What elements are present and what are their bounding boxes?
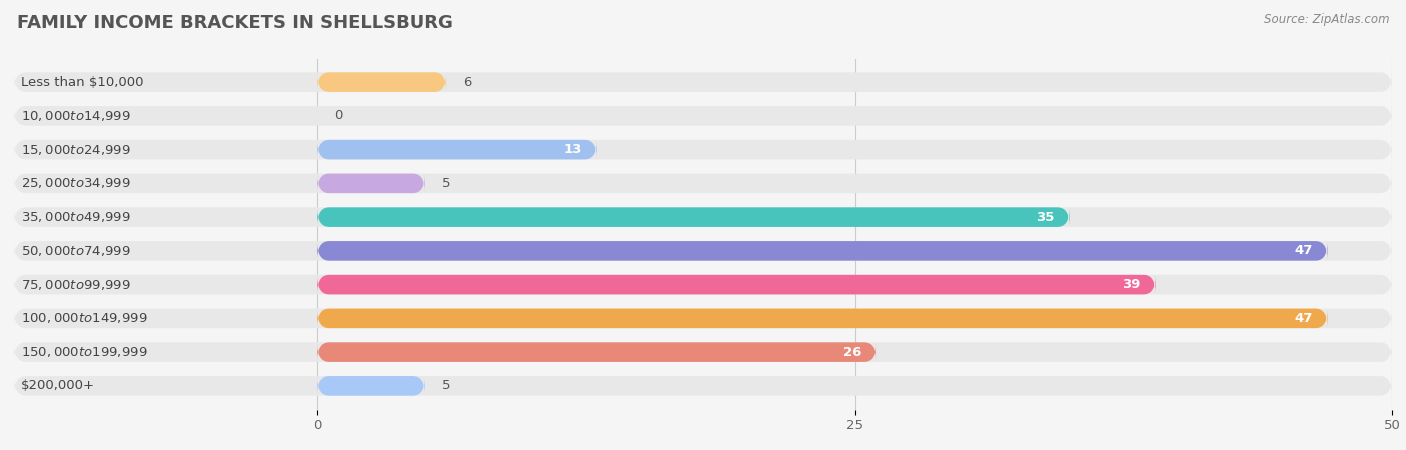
Text: 35: 35 — [1036, 211, 1054, 224]
Text: $75,000 to $99,999: $75,000 to $99,999 — [21, 278, 131, 292]
Text: 6: 6 — [464, 76, 472, 89]
Text: 5: 5 — [441, 177, 450, 190]
Text: 13: 13 — [564, 143, 582, 156]
FancyBboxPatch shape — [318, 275, 1156, 294]
Text: 47: 47 — [1294, 312, 1312, 325]
Text: 0: 0 — [335, 109, 343, 122]
Text: $200,000+: $200,000+ — [21, 379, 94, 392]
Text: 26: 26 — [842, 346, 860, 359]
FancyBboxPatch shape — [14, 241, 1392, 261]
Text: $50,000 to $74,999: $50,000 to $74,999 — [21, 244, 131, 258]
Text: FAMILY INCOME BRACKETS IN SHELLSBURG: FAMILY INCOME BRACKETS IN SHELLSBURG — [17, 14, 453, 32]
FancyBboxPatch shape — [318, 376, 425, 396]
Text: 39: 39 — [1122, 278, 1140, 291]
FancyBboxPatch shape — [318, 174, 425, 193]
Text: 5: 5 — [441, 379, 450, 392]
FancyBboxPatch shape — [14, 106, 1392, 126]
Text: $15,000 to $24,999: $15,000 to $24,999 — [21, 143, 131, 157]
FancyBboxPatch shape — [14, 174, 1392, 193]
FancyBboxPatch shape — [14, 72, 1392, 92]
FancyBboxPatch shape — [14, 140, 1392, 159]
FancyBboxPatch shape — [318, 241, 1327, 261]
Text: $35,000 to $49,999: $35,000 to $49,999 — [21, 210, 131, 224]
FancyBboxPatch shape — [14, 207, 1392, 227]
FancyBboxPatch shape — [318, 309, 1327, 328]
FancyBboxPatch shape — [318, 207, 1070, 227]
Text: Less than $10,000: Less than $10,000 — [21, 76, 143, 89]
FancyBboxPatch shape — [318, 140, 596, 159]
FancyBboxPatch shape — [14, 275, 1392, 294]
Text: $150,000 to $199,999: $150,000 to $199,999 — [21, 345, 148, 359]
Text: $25,000 to $34,999: $25,000 to $34,999 — [21, 176, 131, 190]
FancyBboxPatch shape — [318, 72, 446, 92]
FancyBboxPatch shape — [14, 376, 1392, 396]
FancyBboxPatch shape — [318, 342, 876, 362]
FancyBboxPatch shape — [14, 342, 1392, 362]
Text: Source: ZipAtlas.com: Source: ZipAtlas.com — [1264, 14, 1389, 27]
Text: 47: 47 — [1294, 244, 1312, 257]
Text: $10,000 to $14,999: $10,000 to $14,999 — [21, 109, 131, 123]
FancyBboxPatch shape — [14, 309, 1392, 328]
Text: $100,000 to $149,999: $100,000 to $149,999 — [21, 311, 148, 325]
